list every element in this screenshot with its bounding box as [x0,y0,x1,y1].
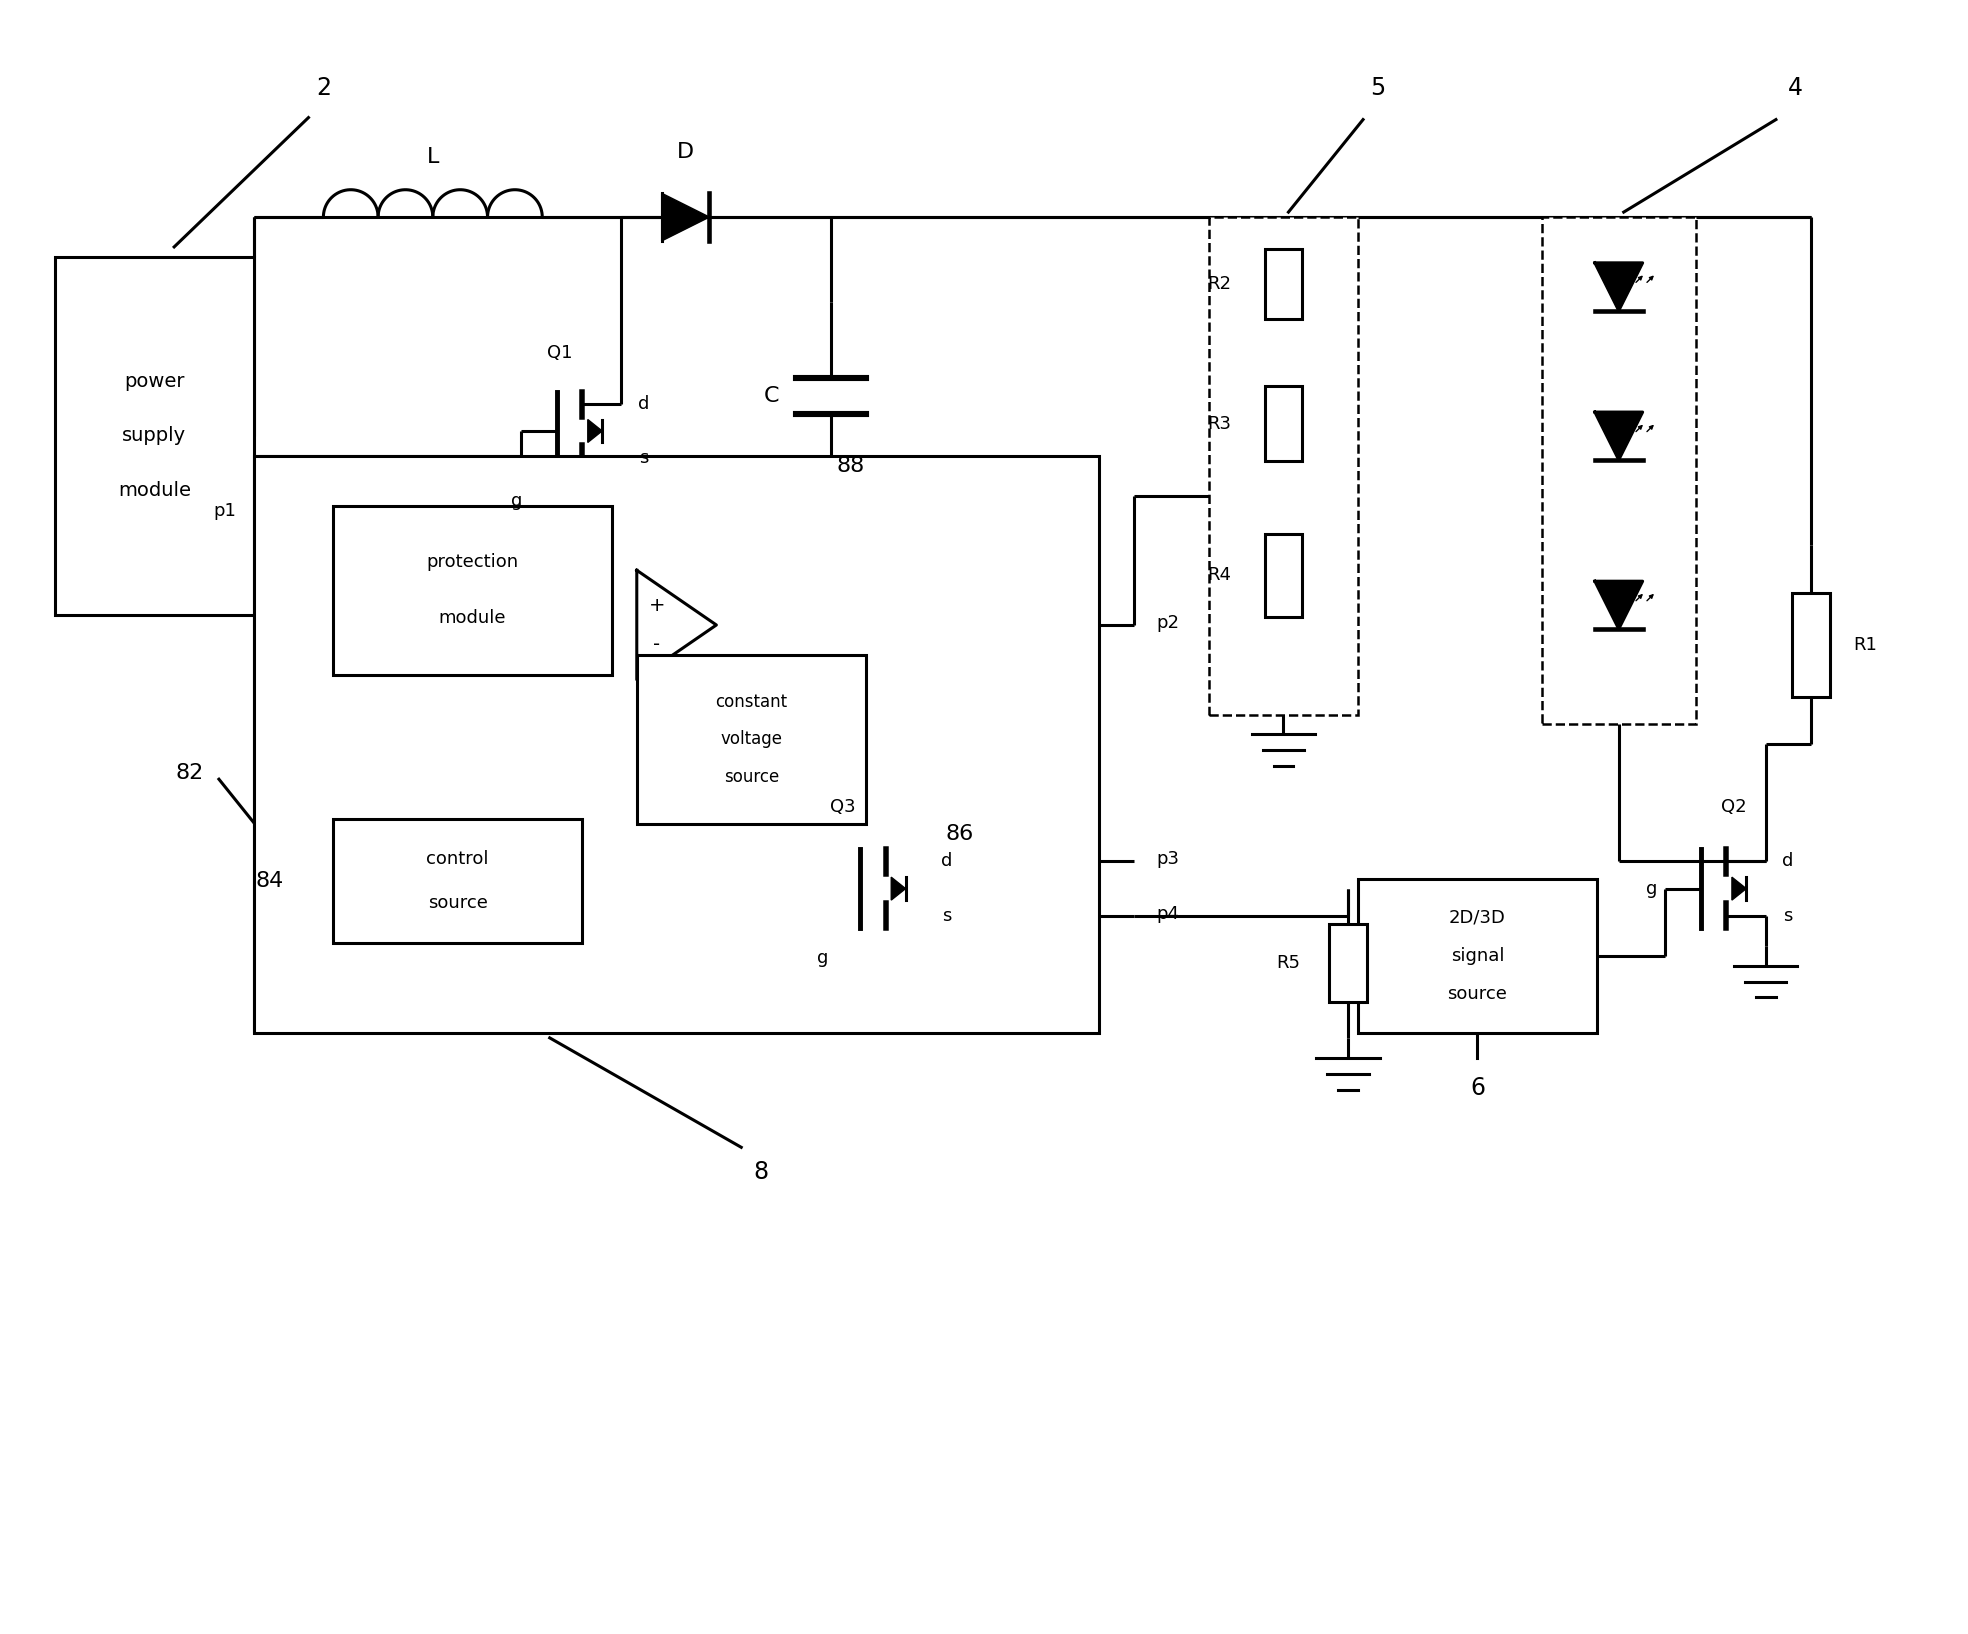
Text: 2D/3D: 2D/3D [1448,909,1506,926]
Text: p2: p2 [1155,614,1179,632]
Polygon shape [1594,582,1643,629]
Text: C: C [764,386,779,407]
Polygon shape [1732,877,1746,900]
Text: signal: signal [1450,946,1504,964]
Text: control: control [427,850,488,868]
Bar [55,257,254,614]
Text: 88: 88 [836,456,864,475]
Text: 4: 4 [1789,75,1803,100]
Bar [1208,217,1358,714]
Text: 8: 8 [754,1160,769,1185]
Text: voltage: voltage [720,730,781,748]
Text: constant: constant [714,693,787,711]
Bar [333,819,583,943]
Text: 6: 6 [1470,1075,1486,1100]
Bar [1791,593,1830,696]
Text: 86: 86 [945,824,974,843]
Text: d: d [638,395,649,413]
Polygon shape [638,570,716,680]
Bar [254,456,1100,1033]
Text: Q3: Q3 [830,797,856,815]
Text: g: g [817,949,829,967]
Text: Q1: Q1 [547,345,573,363]
Text: -: - [653,636,659,654]
Bar [1543,217,1696,724]
Text: source: source [1448,985,1507,1003]
Text: module: module [439,609,506,627]
Text: D: D [677,142,695,162]
Text: R3: R3 [1206,415,1230,433]
Bar [638,655,866,824]
Text: R2: R2 [1206,275,1230,292]
Polygon shape [1594,412,1643,459]
Text: 2: 2 [317,75,331,100]
Text: Q2: Q2 [1722,797,1748,815]
Polygon shape [661,193,708,240]
Bar [1358,879,1596,1033]
Text: s: s [1783,907,1793,925]
Text: +: + [647,595,665,614]
Text: 5: 5 [1370,75,1385,100]
Text: L: L [427,147,439,167]
Text: p1: p1 [213,502,236,520]
Text: power: power [124,371,185,391]
Bar [333,505,612,675]
Text: R5: R5 [1277,954,1301,972]
Polygon shape [892,877,905,900]
Text: g: g [510,492,522,510]
Text: s: s [640,449,647,467]
Polygon shape [588,420,602,443]
Text: g: g [1645,879,1657,897]
Bar [1265,534,1303,616]
Text: R4: R4 [1206,567,1230,585]
Text: 82: 82 [175,763,205,783]
Text: source: source [724,768,779,786]
Text: s: s [943,907,951,925]
Text: module: module [118,480,191,500]
Text: p4: p4 [1155,905,1179,923]
Text: 84: 84 [256,871,283,891]
Text: protection: protection [427,554,520,572]
Bar [1328,925,1368,1002]
Text: d: d [941,853,953,871]
Bar [1265,250,1303,319]
Polygon shape [1594,263,1643,310]
Bar [1265,386,1303,461]
Text: R1: R1 [1854,636,1877,654]
Text: d: d [1781,853,1793,871]
Text: supply: supply [122,426,187,446]
Text: source: source [427,894,488,912]
Text: p3: p3 [1155,850,1179,868]
